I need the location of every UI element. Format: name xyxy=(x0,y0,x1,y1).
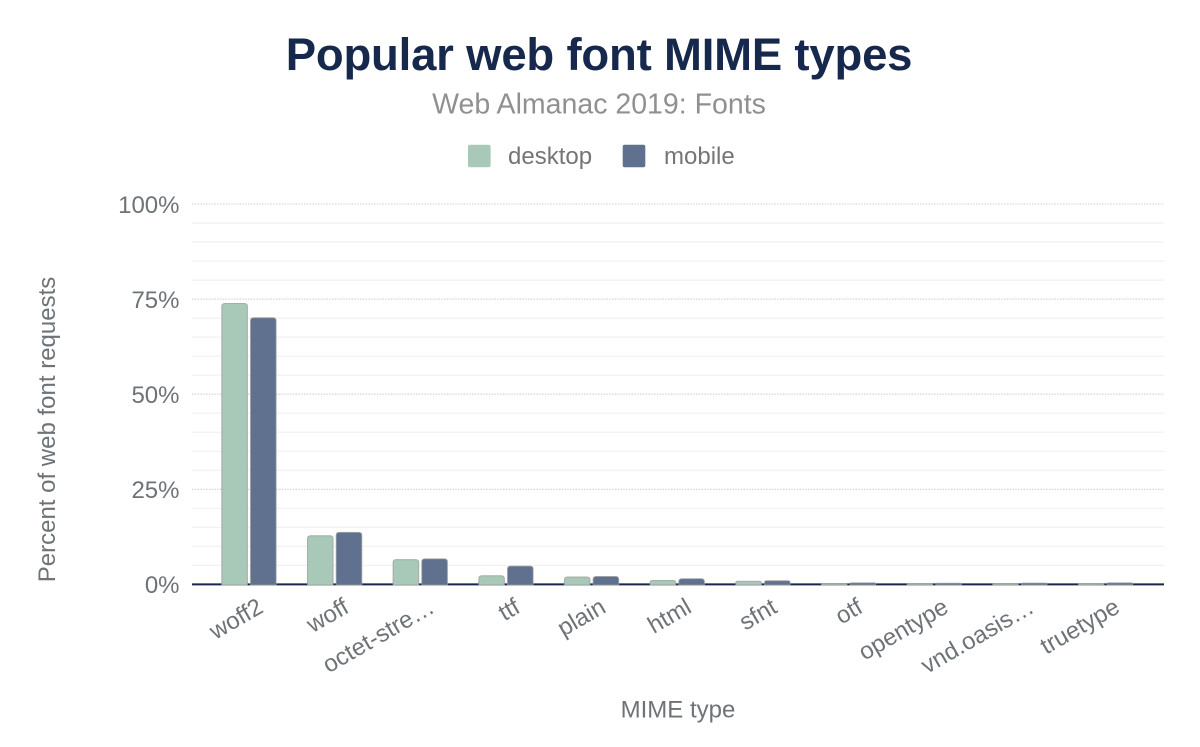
svg-text:75%: 75% xyxy=(131,287,179,314)
svg-text:MIME type: MIME type xyxy=(621,696,736,723)
svg-text:Popular web font MIME types: Popular web font MIME types xyxy=(286,29,913,80)
svg-text:100%: 100% xyxy=(118,192,179,219)
svg-text:0%: 0% xyxy=(145,572,180,599)
svg-text:25%: 25% xyxy=(131,477,179,504)
svg-text:desktop: desktop xyxy=(508,143,592,170)
svg-text:Web Almanac 2019: Fonts: Web Almanac 2019: Fonts xyxy=(432,89,766,121)
svg-text:50%: 50% xyxy=(131,382,179,409)
svg-text:Percent of web font requests: Percent of web font requests xyxy=(34,277,61,583)
svg-text:mobile: mobile xyxy=(664,143,735,170)
